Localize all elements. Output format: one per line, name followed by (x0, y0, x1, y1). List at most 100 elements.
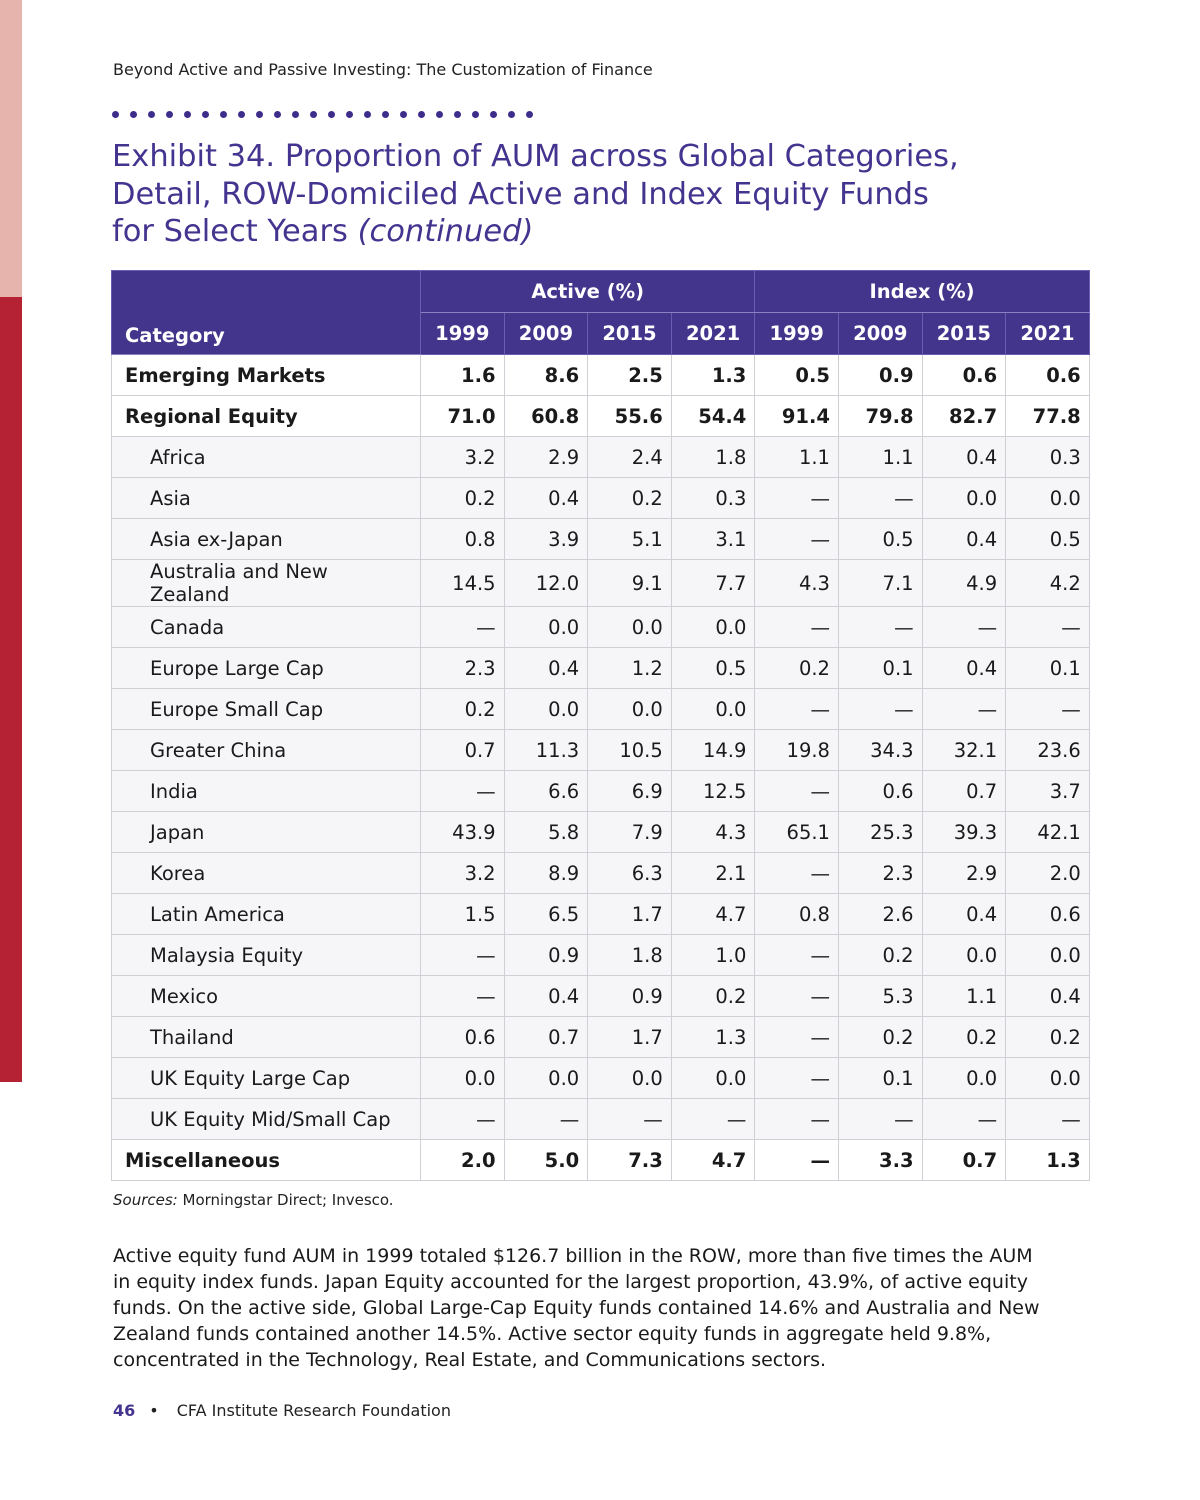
table-cell: 5.3 (837, 975, 923, 1017)
exhibit-title: Exhibit 34. Proportion of AUM across Glo… (112, 138, 972, 251)
table-cell: — (754, 852, 839, 894)
table-cell: 1.3 (1005, 1139, 1090, 1181)
table-row: Miscellaneous 2.0 5.0 7.3 4.7—3.3 0.7 1.3 (111, 1139, 1090, 1181)
table-cell: 0.0 (1005, 477, 1090, 519)
table-cell: 0.0 (670, 1057, 756, 1099)
table-cell: 2.3 (420, 647, 505, 689)
table-cell: 1.3 (670, 354, 756, 396)
table-body: Emerging Markets 1.6 8.6 2.5 1.3 0.5 0.9 0.6 0.6… (111, 354, 1090, 1181)
table-cell: 0.6 (1005, 354, 1090, 396)
table-cell: — (420, 975, 505, 1017)
year-header: 2009 (503, 312, 589, 355)
table-cell: — (420, 1098, 505, 1140)
table-cell: 0.9 (837, 354, 923, 396)
table-cell: — (420, 606, 505, 648)
row-category-label: UK Equity Large Cap (111, 1057, 421, 1099)
side-accent-bar-light (0, 0, 22, 297)
table-cell: 43.9 (420, 811, 505, 853)
exhibit-title-suffix: (continued) (357, 214, 534, 249)
table-cell: 1.0 (670, 934, 756, 976)
table-cell: 4.9 (921, 559, 1007, 607)
table-cell: — (921, 1098, 1007, 1140)
table-cell: 14.5 (420, 559, 505, 607)
row-category-label: Australia and New Zealand (111, 559, 421, 607)
table-cell: 6.3 (587, 852, 672, 894)
body-paragraph: Active equity fund AUM in 1999 totaled $… (113, 1245, 1040, 1371)
table-cell: 0.6 (420, 1016, 505, 1058)
table-cell: 82.7 (921, 395, 1007, 437)
table-cell: 2.1 (670, 852, 756, 894)
table-cell: 55.6 (587, 395, 672, 437)
table-cell: 1.8 (587, 934, 672, 976)
table-cell: — (754, 1057, 839, 1099)
table-cell: 3.2 (420, 852, 505, 894)
table-row: Greater China 0.7 11.3 10.5 14.9 19.8 34.3 32.1… (111, 729, 1090, 771)
table-row: Mexico —0.4 0.9 0.2—5.3 1.1 0.4 (111, 975, 1090, 1017)
table-cell: 0.0 (503, 688, 589, 730)
footer-publisher: CFA Institute Research Foundation (176, 1401, 451, 1420)
category-header: Category (111, 270, 421, 355)
table-cell: 8.6 (503, 354, 589, 396)
year-header: 1999 (420, 312, 505, 355)
table-cell: 0.6 (1005, 893, 1090, 935)
table-cell: 91.4 (754, 395, 839, 437)
table-cell: 65.1 (754, 811, 839, 853)
table-cell: 1.7 (587, 893, 672, 935)
table-cell: — (1005, 688, 1090, 730)
sources-note: Sources: Morningstar Direct; Invesco. (113, 1191, 394, 1209)
table-cell: 23.6 (1005, 729, 1090, 771)
row-category-label: Asia (111, 477, 421, 519)
table-cell: 5.1 (587, 518, 672, 560)
table-cell: 2.5 (587, 354, 672, 396)
table-row: Africa 3.2 2.9 2.4 1.8 1.1 1.1 0.4 0.3 (111, 436, 1090, 478)
row-category-label: Korea (111, 852, 421, 894)
table-cell: — (754, 770, 839, 812)
table-cell: 4.7 (670, 893, 756, 935)
table-cell: 60.8 (503, 395, 589, 437)
table-row: Emerging Markets 1.6 8.6 2.5 1.3 0.5 0.9 0.6 0.6 (111, 354, 1090, 396)
table-cell: 0.2 (754, 647, 839, 689)
table-cell: 0.4 (921, 518, 1007, 560)
aum-table: Category Active (%) Index (%) 1999 2009 … (111, 270, 1090, 1181)
table-cell: — (420, 770, 505, 812)
table-cell: — (754, 606, 839, 648)
table-cell: 0.3 (1005, 436, 1090, 478)
row-category-label: Malaysia Equity (111, 934, 421, 976)
row-category-label: Latin America (111, 893, 421, 935)
exhibit-title-text: Exhibit 34. Proportion of AUM across Glo… (112, 139, 959, 249)
table-row: Malaysia Equity —0.9 1.8 1.0—0.2 0.0 0.0 (111, 934, 1090, 976)
table-cell: 0.0 (1005, 934, 1090, 976)
table-cell: — (754, 934, 839, 976)
year-header: 2015 (587, 312, 672, 355)
table-cell: 79.8 (837, 395, 923, 437)
table-row: Asia 0.2 0.4 0.2 0.3— —0.0 0.0 (111, 477, 1090, 519)
table-cell: 1.7 (587, 1016, 672, 1058)
year-header-row: 1999 2009 2015 2021 1999 2009 2015 2021 (112, 312, 1090, 355)
table-cell: 1.3 (670, 1016, 756, 1058)
row-category-label: Thailand (111, 1016, 421, 1058)
year-header: 2021 (670, 312, 756, 355)
side-accent-bar-dark (0, 297, 22, 1082)
table-cell: 1.6 (420, 354, 505, 396)
table-cell: 0.9 (587, 975, 672, 1017)
table-cell: 0.2 (587, 477, 672, 519)
table-row: Regional Equity 71.0 60.8 55.6 54.4 91.4 79.8 8… (111, 395, 1090, 437)
table-cell: 2.0 (420, 1139, 505, 1181)
table-cell: 3.2 (420, 436, 505, 478)
table-cell: 0.2 (837, 934, 923, 976)
table-cell: 0.7 (503, 1016, 589, 1058)
sources-label: Sources: (113, 1191, 178, 1209)
table-cell: 2.6 (837, 893, 923, 935)
table-cell: 0.0 (1005, 1057, 1090, 1099)
table-cell: 0.5 (1005, 518, 1090, 560)
table-row: UK Equity Mid/Small Cap — — — — — — — — (111, 1098, 1090, 1140)
table-cell: 4.2 (1005, 559, 1090, 607)
year-header: 2021 (1005, 312, 1090, 355)
table-cell: 39.3 (921, 811, 1007, 853)
table-cell: 5.8 (503, 811, 589, 853)
table-cell: 1.8 (670, 436, 756, 478)
row-category-label: Miscellaneous (111, 1139, 421, 1181)
page-number: 46 (113, 1401, 136, 1420)
table-cell: 6.5 (503, 893, 589, 935)
table-cell: 14.9 (670, 729, 756, 771)
